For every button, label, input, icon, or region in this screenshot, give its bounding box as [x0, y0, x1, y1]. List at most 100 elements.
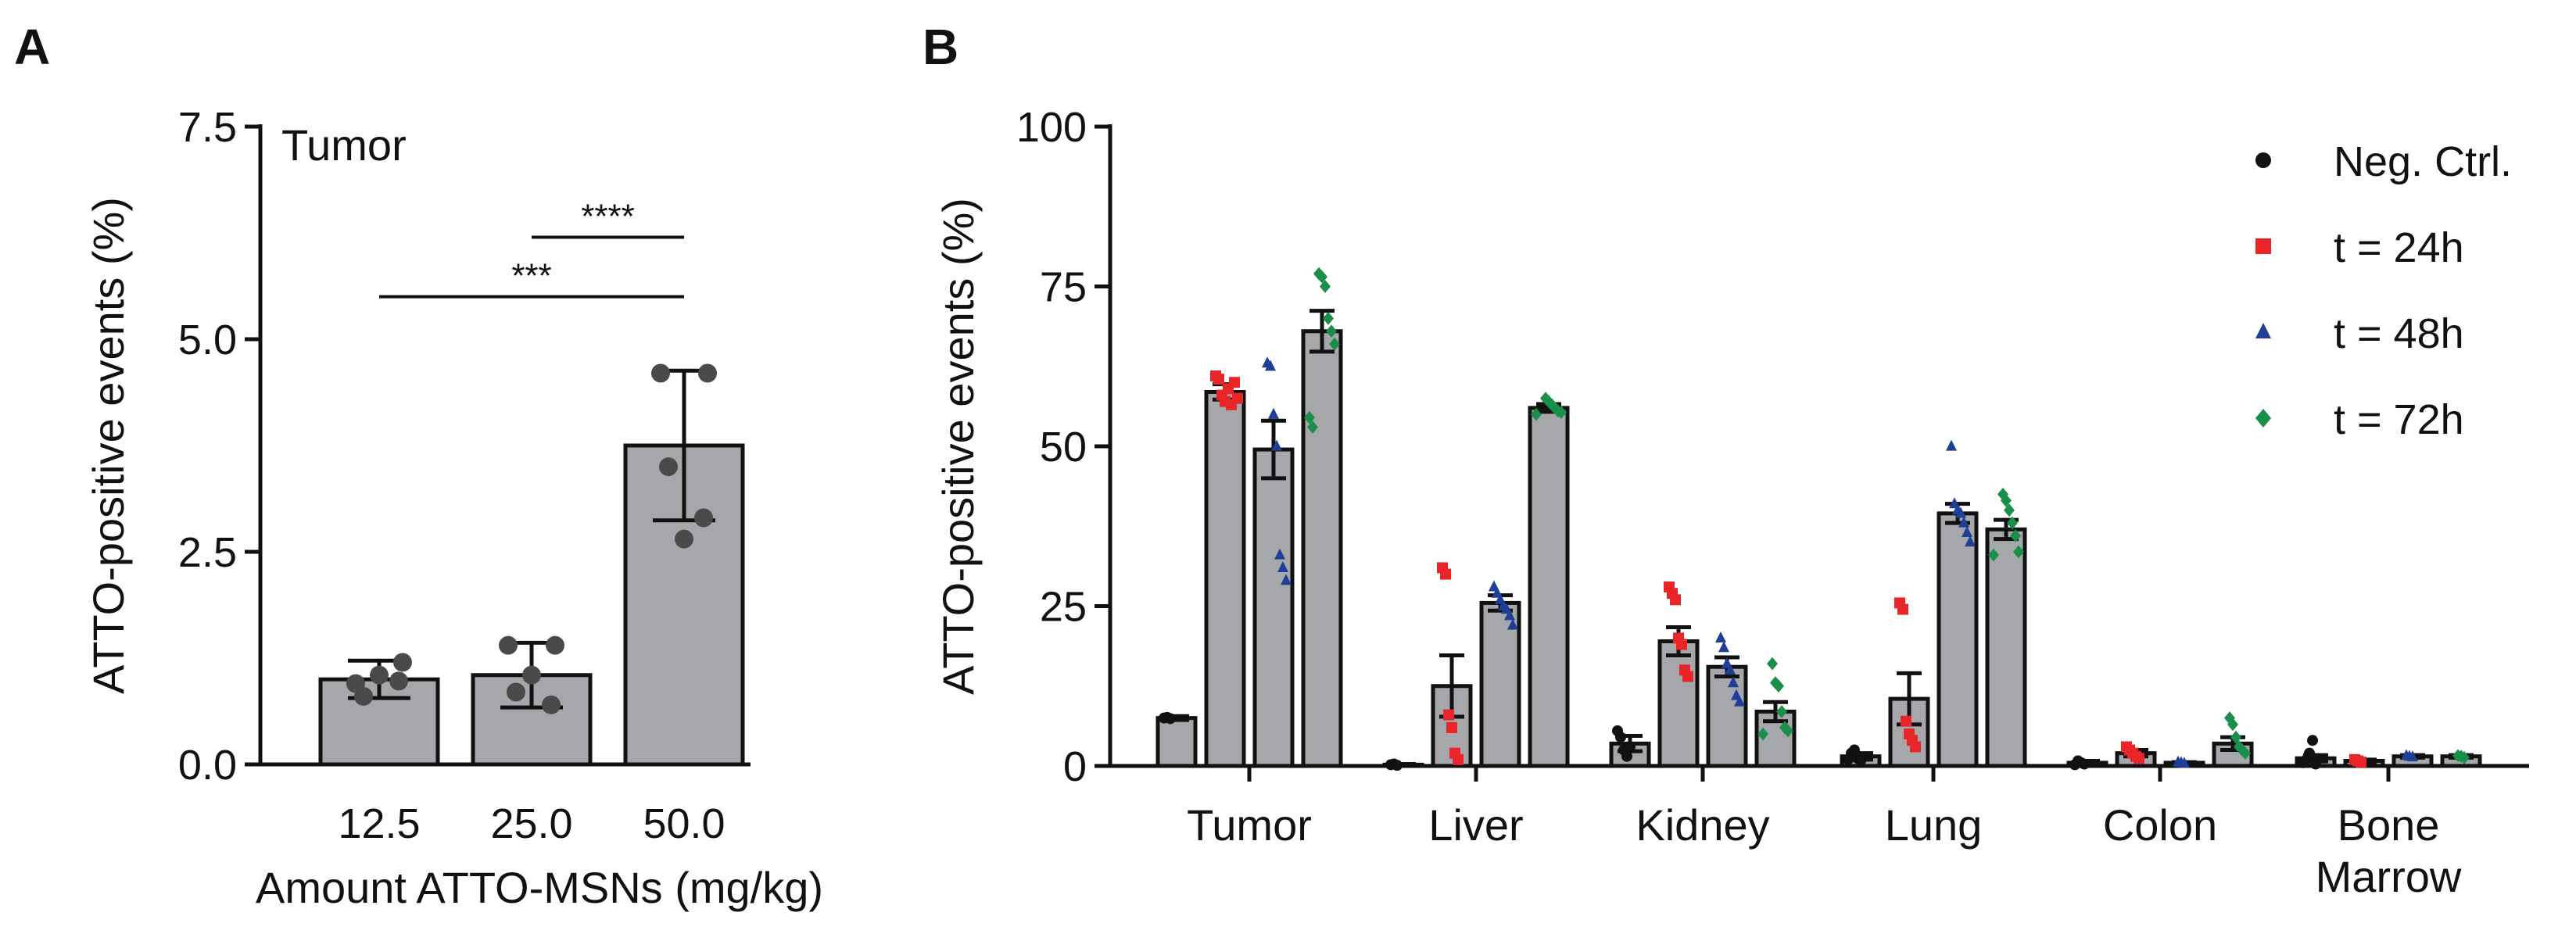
legend-label: t = 72h — [2334, 396, 2464, 443]
panel-b-letter: B — [923, 19, 958, 75]
bar — [1706, 664, 1748, 768]
significance-label: **** — [581, 197, 635, 235]
x-tick-label: Liver — [1428, 800, 1523, 850]
data-point — [2230, 730, 2241, 744]
data-point — [1958, 516, 1969, 528]
bar — [1252, 447, 1295, 768]
bar — [1204, 389, 1246, 768]
data-point — [1615, 732, 1626, 743]
x-tick-label-line: Colon — [2103, 800, 2217, 850]
data-point — [370, 665, 389, 685]
y-axis-title: ATTO-positive events (%) — [84, 197, 133, 694]
data-point — [507, 682, 525, 702]
data-point — [1621, 750, 1632, 762]
data-point — [1329, 337, 1340, 351]
x-tick-label: Colon — [2103, 800, 2217, 850]
y-tick-label: 25 — [1040, 584, 1087, 631]
data-point — [1955, 506, 1966, 518]
panel-a-letter: A — [14, 19, 50, 75]
data-point — [499, 635, 518, 655]
data-point — [1757, 727, 1768, 741]
data-point — [1446, 721, 1457, 733]
legend-marker — [2255, 238, 2271, 254]
data-point — [2240, 746, 2251, 760]
data-point — [2307, 735, 2318, 746]
data-point — [1910, 741, 1921, 753]
x-axis-title: Amount ATTO-MSNs (mg/kg) — [256, 863, 823, 912]
data-point — [1323, 312, 1334, 325]
significance-label: *** — [511, 257, 551, 295]
x-tick-label-line: Marrow — [2316, 852, 2462, 901]
legend-label: t = 24h — [2334, 224, 2464, 271]
y-tick-label: 2.5 — [178, 529, 237, 576]
data-point — [1274, 548, 1285, 560]
data-point — [542, 695, 561, 714]
panel-b-chart: 0 25 50 75 100 ATTO-positive events (%) Tumor L… — [933, 104, 2529, 901]
data-point — [1392, 760, 1403, 771]
data-point — [1988, 548, 1999, 562]
x-tick-label: Lung — [1885, 800, 1983, 850]
data-point — [1946, 439, 1957, 451]
data-point — [1715, 632, 1726, 642]
bar — [1301, 329, 1343, 768]
x-tick-label: 25.0 — [490, 800, 572, 847]
data-point — [1440, 568, 1451, 580]
data-point — [2459, 750, 2470, 764]
bar — [1985, 527, 2027, 768]
y-tick-label: 0.0 — [178, 742, 237, 789]
data-point — [2304, 747, 2315, 759]
data-point — [354, 686, 373, 706]
x-tick-label-line: Lung — [1885, 800, 1983, 850]
data-point — [694, 508, 713, 528]
x-tick-label-line: Bone — [2338, 800, 2440, 850]
data-point — [1326, 324, 1337, 338]
legend-marker — [2255, 409, 2271, 428]
bar — [623, 443, 745, 767]
data-point — [2010, 529, 2021, 542]
data-point — [1320, 280, 1331, 293]
data-point — [2179, 757, 2190, 768]
data-point — [2001, 494, 2012, 507]
data-point — [2004, 503, 2015, 517]
x-tick-label: Kidney — [1636, 800, 1769, 850]
data-point — [2013, 545, 2024, 559]
data-point — [393, 653, 412, 672]
data-point — [2356, 757, 2366, 768]
y-tick-label: 5.0 — [178, 317, 237, 363]
y-tick-label: 0 — [1063, 743, 1087, 790]
data-point — [1897, 603, 1908, 615]
chart-title: Tumor — [281, 120, 407, 170]
data-point — [1855, 755, 1866, 767]
bar — [1528, 406, 1570, 768]
data-point — [1556, 406, 1567, 420]
data-point — [651, 363, 670, 383]
data-point — [2227, 717, 2238, 732]
x-tick-label: 12.5 — [338, 800, 420, 847]
data-point — [1271, 439, 1282, 451]
data-point — [1232, 392, 1243, 404]
data-point — [1443, 709, 1454, 721]
data-point — [1767, 657, 1778, 671]
data-point — [1718, 641, 1729, 653]
data-point — [1670, 594, 1681, 606]
x-tick-label: Bone Marrow — [2316, 800, 2462, 901]
data-point — [1734, 695, 1745, 707]
legend-marker — [2255, 152, 2271, 168]
y-tick-label: 75 — [1040, 264, 1087, 311]
data-point — [1307, 420, 1318, 434]
data-point — [1773, 679, 1784, 693]
data-point — [1317, 270, 1327, 284]
data-point — [1281, 574, 1292, 585]
data-point — [1782, 724, 1793, 738]
data-point — [1965, 535, 1976, 547]
x-tick-label-line: Liver — [1428, 800, 1523, 850]
data-point — [1277, 561, 1288, 573]
data-point — [1265, 360, 1276, 371]
data-point — [1268, 407, 1279, 419]
data-point — [2134, 753, 2144, 764]
data-point — [675, 529, 693, 549]
bar — [1155, 716, 1198, 768]
legend-label: t = 48h — [2334, 310, 2464, 357]
legend-label: Neg. Ctrl. — [2334, 138, 2512, 185]
